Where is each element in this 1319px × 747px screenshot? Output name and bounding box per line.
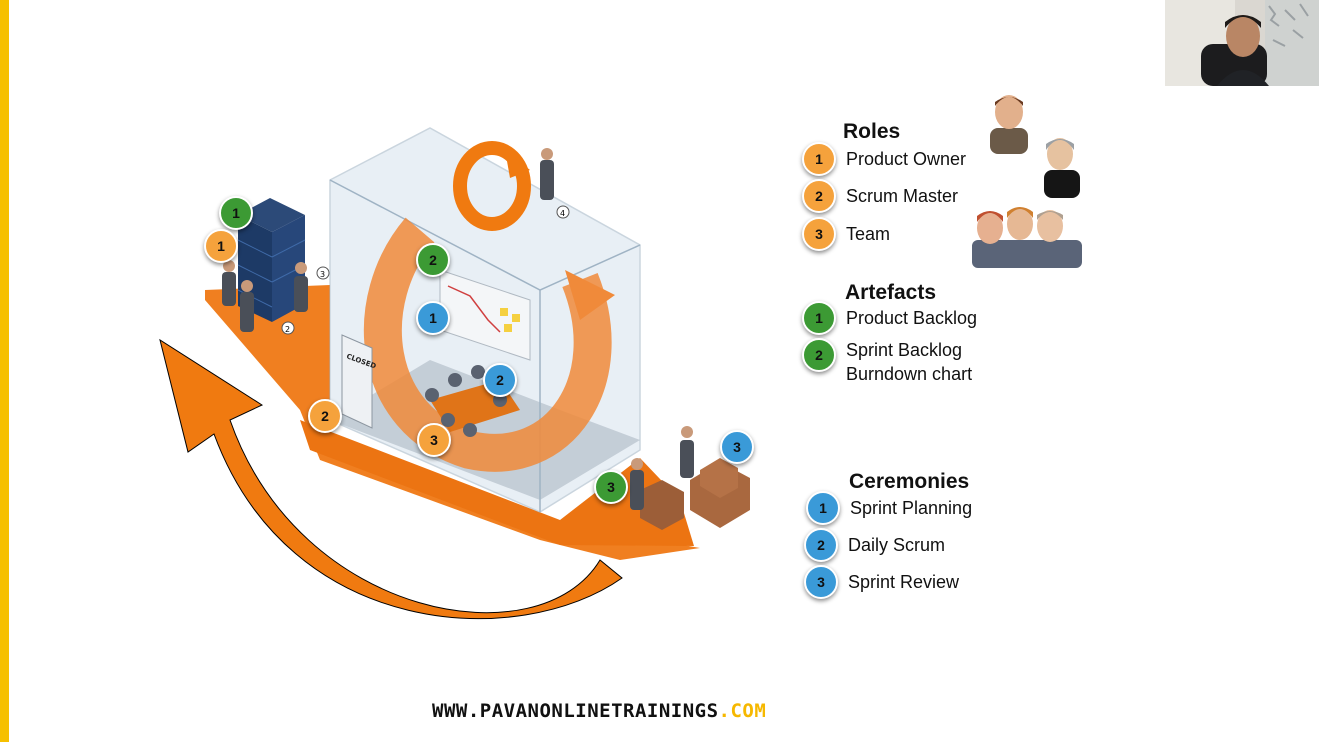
scrum-process-illustration: CLOSED 3 2 4 1 1 2 1 2 2 3 3 3	[159, 127, 754, 619]
ceremony-2-badge: 2	[804, 528, 838, 562]
diagram-badge-ceremony-3: 3	[720, 430, 754, 464]
artefact-product-backlog: 1 Product Backlog	[802, 301, 977, 335]
role-scrum-master: 2 Scrum Master	[802, 179, 958, 213]
marker-4: 4	[560, 209, 565, 218]
diagram-badge-artefact-3: 3	[594, 470, 628, 504]
ceremony-2-label: Daily Scrum	[848, 535, 946, 555]
role-3-badge: 3	[802, 217, 836, 251]
website-url: WWW.PAVANONLINETRAININGS.COM	[432, 700, 766, 722]
left-accent-bar	[0, 0, 9, 742]
website-url-tld: .COM	[718, 700, 767, 722]
artefacts-heading: Artefacts	[845, 281, 937, 304]
artefact-2-labels: Sprint Backlog Burndown chart	[846, 338, 972, 386]
artefact-1-badge: 1	[802, 301, 836, 335]
roles-heading: Roles	[843, 120, 901, 143]
ceremony-sprint-planning: 1 Sprint Planning	[806, 491, 972, 525]
marker-2: 2	[285, 325, 290, 334]
ceremony-3-badge: 3	[804, 565, 838, 599]
artefact-2-label-burndown: Burndown chart	[846, 364, 973, 384]
ceremony-daily-scrum: 2 Daily Scrum	[804, 528, 945, 562]
role-1-label: Product Owner	[846, 149, 967, 169]
webcam-video-thumbnail	[1165, 0, 1319, 86]
role-product-owner: 1 Product Owner	[802, 142, 966, 176]
ceremony-1-badge: 1	[806, 491, 840, 525]
diagram-badge-artefact-1: 1	[219, 196, 253, 230]
diagram-badge-role-1: 1	[204, 229, 238, 263]
role-1-badge: 1	[802, 142, 836, 176]
diagram-badge-ceremony-1: 1	[416, 301, 450, 335]
website-url-main: WWW.PAVANONLINETRAININGS	[432, 700, 719, 722]
role-3-label: Team	[846, 224, 891, 244]
artefact-1-label: Product Backlog	[846, 308, 978, 328]
scrum-legend: Roles 1 Product Owner 2 Scrum Master 3 T…	[790, 90, 1110, 630]
diagram-badge-ceremony-2: 2	[483, 363, 517, 397]
artefact-2-label: Sprint Backlog	[846, 340, 963, 360]
diagram-badge-artefact-2: 2	[416, 243, 450, 277]
roles-portraits-illustration	[972, 95, 1082, 268]
marker-3: 3	[320, 270, 325, 279]
ceremony-1-label: Sprint Planning	[850, 498, 973, 518]
role-2-label: Scrum Master	[846, 186, 959, 206]
artefact-sprint-backlog: 2 Sprint Backlog Burndown chart	[802, 338, 972, 384]
ceremony-3-label: Sprint Review	[848, 572, 960, 592]
role-2-badge: 2	[802, 179, 836, 213]
diagram-badge-role-2: 2	[308, 399, 342, 433]
ceremonies-heading: Ceremonies	[849, 470, 970, 493]
ceremony-sprint-review: 3 Sprint Review	[804, 565, 959, 599]
diagram-badge-role-3: 3	[417, 423, 451, 457]
role-team: 3 Team	[802, 217, 890, 251]
artefact-2-badge: 2	[802, 338, 836, 372]
